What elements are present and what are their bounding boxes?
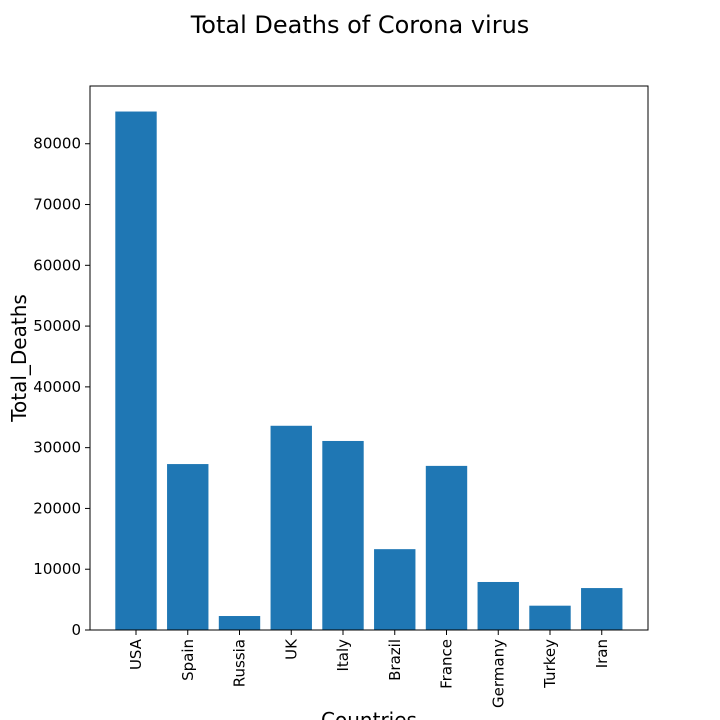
bar-turkey xyxy=(529,605,571,630)
chart-title: Total Deaths of Corona virus xyxy=(190,11,530,39)
bars xyxy=(115,111,623,630)
y-tick-label: 50000 xyxy=(33,317,81,335)
x-tick-label: France xyxy=(438,639,456,689)
x-tick-label: Iran xyxy=(593,639,611,668)
bar-germany xyxy=(477,581,519,630)
y-axis-label: Total_Deaths xyxy=(7,294,31,423)
bar-france xyxy=(425,465,468,630)
plot-frame xyxy=(89,85,649,631)
bar-spain xyxy=(167,464,209,630)
x-tick-label: Brazil xyxy=(386,639,404,681)
bar-uk xyxy=(270,425,312,630)
y-tick-label: 60000 xyxy=(33,256,81,274)
y-axis: 0 10000 20000 30000 40000 50000 60000 70000 8000… xyxy=(33,135,90,639)
y-tick-label: 0 xyxy=(71,621,81,639)
x-axis-label: Countries xyxy=(321,708,417,720)
x-tick-label: UK xyxy=(282,638,300,660)
y-tick-label: 10000 xyxy=(33,560,81,578)
bar-brazil xyxy=(374,549,416,630)
x-tick-label: USA xyxy=(127,638,145,670)
y-tick-label: 30000 xyxy=(33,439,81,457)
y-tick-label: 20000 xyxy=(33,499,81,517)
x-tick-label: Turkey xyxy=(541,639,559,689)
y-tick-label: 80000 xyxy=(33,135,81,153)
bar-iran xyxy=(581,588,623,630)
bar-usa xyxy=(115,111,157,630)
x-tick-label: Germany xyxy=(489,639,507,708)
x-axis: USA Spain Russia UK Italy Brazil France Germany… xyxy=(127,630,611,708)
x-tick-label: Spain xyxy=(179,639,197,681)
y-tick-label: 40000 xyxy=(33,378,81,396)
x-tick-label: Russia xyxy=(231,639,249,687)
y-tick-label: 70000 xyxy=(33,196,81,214)
bar-russia xyxy=(218,616,261,630)
x-tick-label: Italy xyxy=(334,639,352,672)
bar-italy xyxy=(322,440,364,630)
